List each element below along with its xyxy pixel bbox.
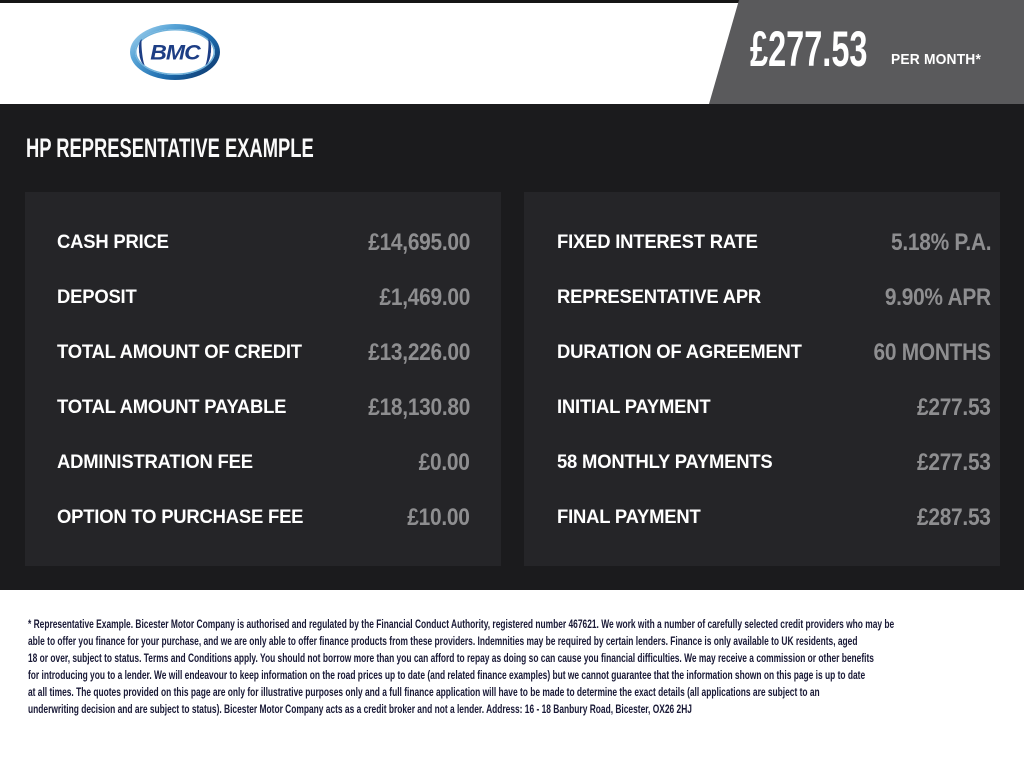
row-label: TOTAL AMOUNT OF CREDIT [57, 341, 302, 363]
row-label: DURATION OF AGREEMENT [557, 341, 802, 363]
row-value: £287.53 [917, 503, 991, 531]
row-value: £18,130.80 [368, 393, 470, 421]
row-initial-payment: INITIAL PAYMENT £277.53 [524, 380, 1000, 435]
row-value: £277.53 [917, 393, 991, 421]
row-label: INITIAL PAYMENT [557, 396, 711, 418]
row-administration-fee: ADMINISTRATION FEE £0.00 [25, 435, 501, 490]
row-label: 58 MONTHLY PAYMENTS [557, 451, 773, 473]
disclaimer-line: for introducing you to a lender. We will… [28, 668, 866, 682]
row-fixed-interest-rate: FIXED INTEREST RATE 5.18% P.A. [524, 215, 1000, 270]
row-duration-of-agreement: DURATION OF AGREEMENT 60 MONTHS [524, 325, 1000, 380]
header: BMC £277.53 PER MONTH* [0, 0, 1024, 104]
page-title: HP REPRESENTATIVE EXAMPLE [26, 133, 314, 163]
disclaimer-line: able to offer you finance for your purch… [28, 634, 858, 648]
disclaimer-line: underwriting decision and are subject to… [28, 702, 692, 716]
row-value: £0.00 [419, 448, 470, 476]
disclaimer-line: 18 or over, subject to status. Terms and… [28, 651, 874, 665]
finance-panel-right: FIXED INTEREST RATE 5.18% P.A. REPRESENT… [524, 192, 1000, 566]
row-total-amount-payable: TOTAL AMOUNT PAYABLE £18,130.80 [25, 380, 501, 435]
row-label: TOTAL AMOUNT PAYABLE [57, 396, 287, 418]
monthly-price-period: PER MONTH* [891, 51, 982, 68]
bmc-logo[interactable]: BMC [130, 24, 220, 80]
monthly-price-amount: £277.53 [750, 21, 868, 77]
top-divider [0, 0, 760, 3]
row-label: ADMINISTRATION FEE [57, 451, 253, 473]
row-value: £277.53 [917, 448, 991, 476]
row-option-to-purchase-fee: OPTION TO PURCHASE FEE £10.00 [25, 490, 501, 545]
row-representative-apr: REPRESENTATIVE APR 9.90% APR [524, 270, 1000, 325]
disclaimer-text: * Representative Example. Bicester Motor… [28, 616, 895, 718]
row-label: FINAL PAYMENT [557, 506, 701, 528]
logo-text: BMC [150, 39, 200, 64]
monthly-price-banner [709, 0, 1024, 104]
bmc-logo-inner: BMC [135, 29, 215, 75]
row-total-amount-of-credit: TOTAL AMOUNT OF CREDIT £13,226.00 [25, 325, 501, 380]
row-label: CASH PRICE [57, 231, 169, 253]
row-deposit: DEPOSIT £1,469.00 [25, 270, 501, 325]
row-value: 9.90% APR [885, 283, 991, 311]
row-58-monthly-payments: 58 MONTHLY PAYMENTS £277.53 [524, 435, 1000, 490]
row-value: £1,469.00 [379, 283, 470, 311]
finance-panel-left: CASH PRICE £14,695.00 DEPOSIT £1,469.00 … [25, 192, 501, 566]
row-value: £10.00 [407, 503, 471, 531]
logo-left-paren-icon [137, 38, 150, 66]
row-value: £13,226.00 [368, 338, 470, 366]
row-label: DEPOSIT [57, 286, 137, 308]
row-label: OPTION TO PURCHASE FEE [57, 506, 304, 528]
logo-right-paren-icon [200, 38, 213, 66]
disclaimer-line: * Representative Example. Bicester Motor… [28, 617, 895, 631]
disclaimer-section: * Representative Example. Bicester Motor… [0, 590, 1024, 768]
row-value: £14,695.00 [368, 228, 470, 256]
disclaimer-line: at all times. The quotes provided on thi… [28, 685, 820, 699]
row-final-payment: FINAL PAYMENT £287.53 [524, 490, 1000, 545]
row-value: 60 MONTHS [873, 338, 991, 366]
row-label: REPRESENTATIVE APR [557, 286, 762, 308]
row-label: FIXED INTEREST RATE [557, 231, 758, 253]
row-cash-price: CASH PRICE £14,695.00 [25, 215, 501, 270]
row-value: 5.18% P.A. [890, 228, 992, 256]
